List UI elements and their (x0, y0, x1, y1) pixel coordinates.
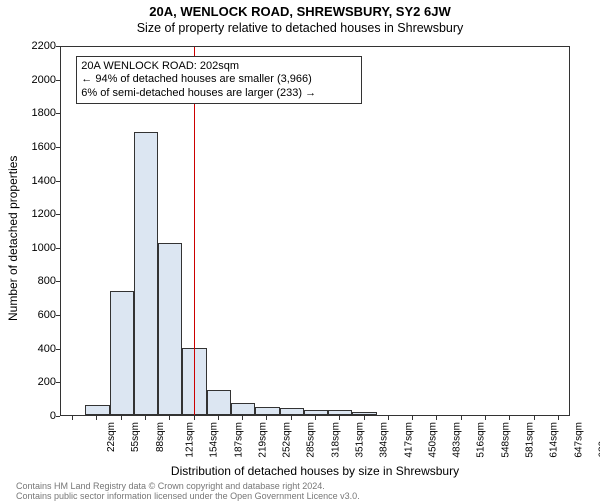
x-tick-label: 219sqm (257, 422, 268, 458)
x-tick-mark (364, 416, 365, 420)
bar (231, 403, 255, 415)
y-tick-mark (56, 349, 60, 350)
x-tick-mark (461, 416, 462, 420)
annotation-box: 20A WENLOCK ROAD: 202sqm ← 94% of detach… (76, 56, 362, 104)
main-title: 20A, WENLOCK ROAD, SHREWSBURY, SY2 6JW (0, 4, 600, 19)
y-tick-label: 1800 (2, 107, 56, 119)
bar (207, 390, 231, 415)
x-tick-mark (534, 416, 535, 420)
bar (304, 410, 328, 415)
y-tick-mark (56, 315, 60, 316)
x-tick-mark (96, 416, 97, 420)
y-tick-mark (56, 248, 60, 249)
y-tick-mark (56, 80, 60, 81)
y-tick-label: 600 (2, 309, 56, 321)
x-tick-mark (242, 416, 243, 420)
x-tick-mark (558, 416, 559, 420)
x-tick-mark (121, 416, 122, 420)
x-tick-label: 285sqm (306, 422, 317, 458)
y-tick-mark (56, 181, 60, 182)
x-tick-label: 22sqm (106, 422, 117, 452)
y-tick-mark (56, 46, 60, 47)
y-tick-label: 1000 (2, 242, 56, 254)
x-tick-label: 516sqm (476, 422, 487, 458)
x-tick-mark (315, 416, 316, 420)
x-tick-label: 417sqm (403, 422, 414, 458)
x-tick-label: 252sqm (282, 422, 293, 458)
x-tick-label: 483sqm (452, 422, 463, 458)
y-tick-label: 1200 (2, 208, 56, 220)
x-tick-label: 187sqm (233, 422, 244, 458)
footer: Contains HM Land Registry data © Crown c… (16, 482, 360, 502)
y-tick-label: 0 (2, 410, 56, 422)
x-tick-label: 351sqm (355, 422, 366, 458)
bar (85, 405, 109, 415)
y-tick-label: 2200 (2, 40, 56, 52)
y-ticks: 0200400600800100012001400160018002000220… (0, 46, 60, 416)
x-tick-mark (339, 416, 340, 420)
y-tick-label: 2000 (2, 74, 56, 86)
plot-area: 20A WENLOCK ROAD: 202sqm ← 94% of detach… (60, 46, 570, 416)
x-axis-title: Distribution of detached houses by size … (60, 464, 570, 478)
x-tick-mark (218, 416, 219, 420)
x-tick-mark (509, 416, 510, 420)
x-tick-label: 581sqm (525, 422, 536, 458)
y-tick-label: 400 (2, 343, 56, 355)
x-tick-mark (266, 416, 267, 420)
y-tick-mark (56, 113, 60, 114)
bar (328, 410, 352, 415)
y-tick-mark (56, 147, 60, 148)
y-tick-label: 200 (2, 376, 56, 388)
x-tick-mark (169, 416, 170, 420)
bar (110, 291, 134, 415)
bar (158, 243, 182, 415)
annotation-line-2: ← 94% of detached houses are smaller (3,… (81, 73, 357, 86)
subtitle: Size of property relative to detached ho… (0, 21, 600, 35)
x-tick-label: 55sqm (130, 422, 141, 452)
x-tick-label: 384sqm (379, 422, 390, 458)
x-tick-mark (145, 416, 146, 420)
x-tick-mark (412, 416, 413, 420)
x-tick-label: 88sqm (155, 422, 166, 452)
x-tick-mark (485, 416, 486, 420)
x-tick-label: 548sqm (500, 422, 511, 458)
x-tick-label: 154sqm (209, 422, 220, 458)
x-tick-mark (194, 416, 195, 420)
x-tick-label: 614sqm (549, 422, 560, 458)
footer-line-2: Contains public sector information licen… (16, 492, 360, 502)
x-tick-mark (436, 416, 437, 420)
bar (280, 408, 304, 415)
x-tick-label: 450sqm (427, 422, 438, 458)
bar (255, 407, 279, 415)
x-tick-mark (72, 416, 73, 420)
x-tick-label: 647sqm (573, 422, 584, 458)
y-tick-label: 800 (2, 275, 56, 287)
annotation-line-3: 6% of semi-detached houses are larger (2… (81, 87, 357, 100)
x-tick-mark (291, 416, 292, 420)
x-tick-label: 121sqm (185, 422, 196, 458)
y-tick-mark (56, 214, 60, 215)
bar (134, 132, 158, 415)
bar (352, 412, 376, 415)
y-tick-mark (56, 281, 60, 282)
y-tick-mark (56, 382, 60, 383)
annotation-line-1: 20A WENLOCK ROAD: 202sqm (81, 60, 357, 73)
y-tick-label: 1400 (2, 175, 56, 187)
x-tick-label: 318sqm (330, 422, 341, 458)
y-tick-label: 1600 (2, 141, 56, 153)
x-tick-mark (388, 416, 389, 420)
